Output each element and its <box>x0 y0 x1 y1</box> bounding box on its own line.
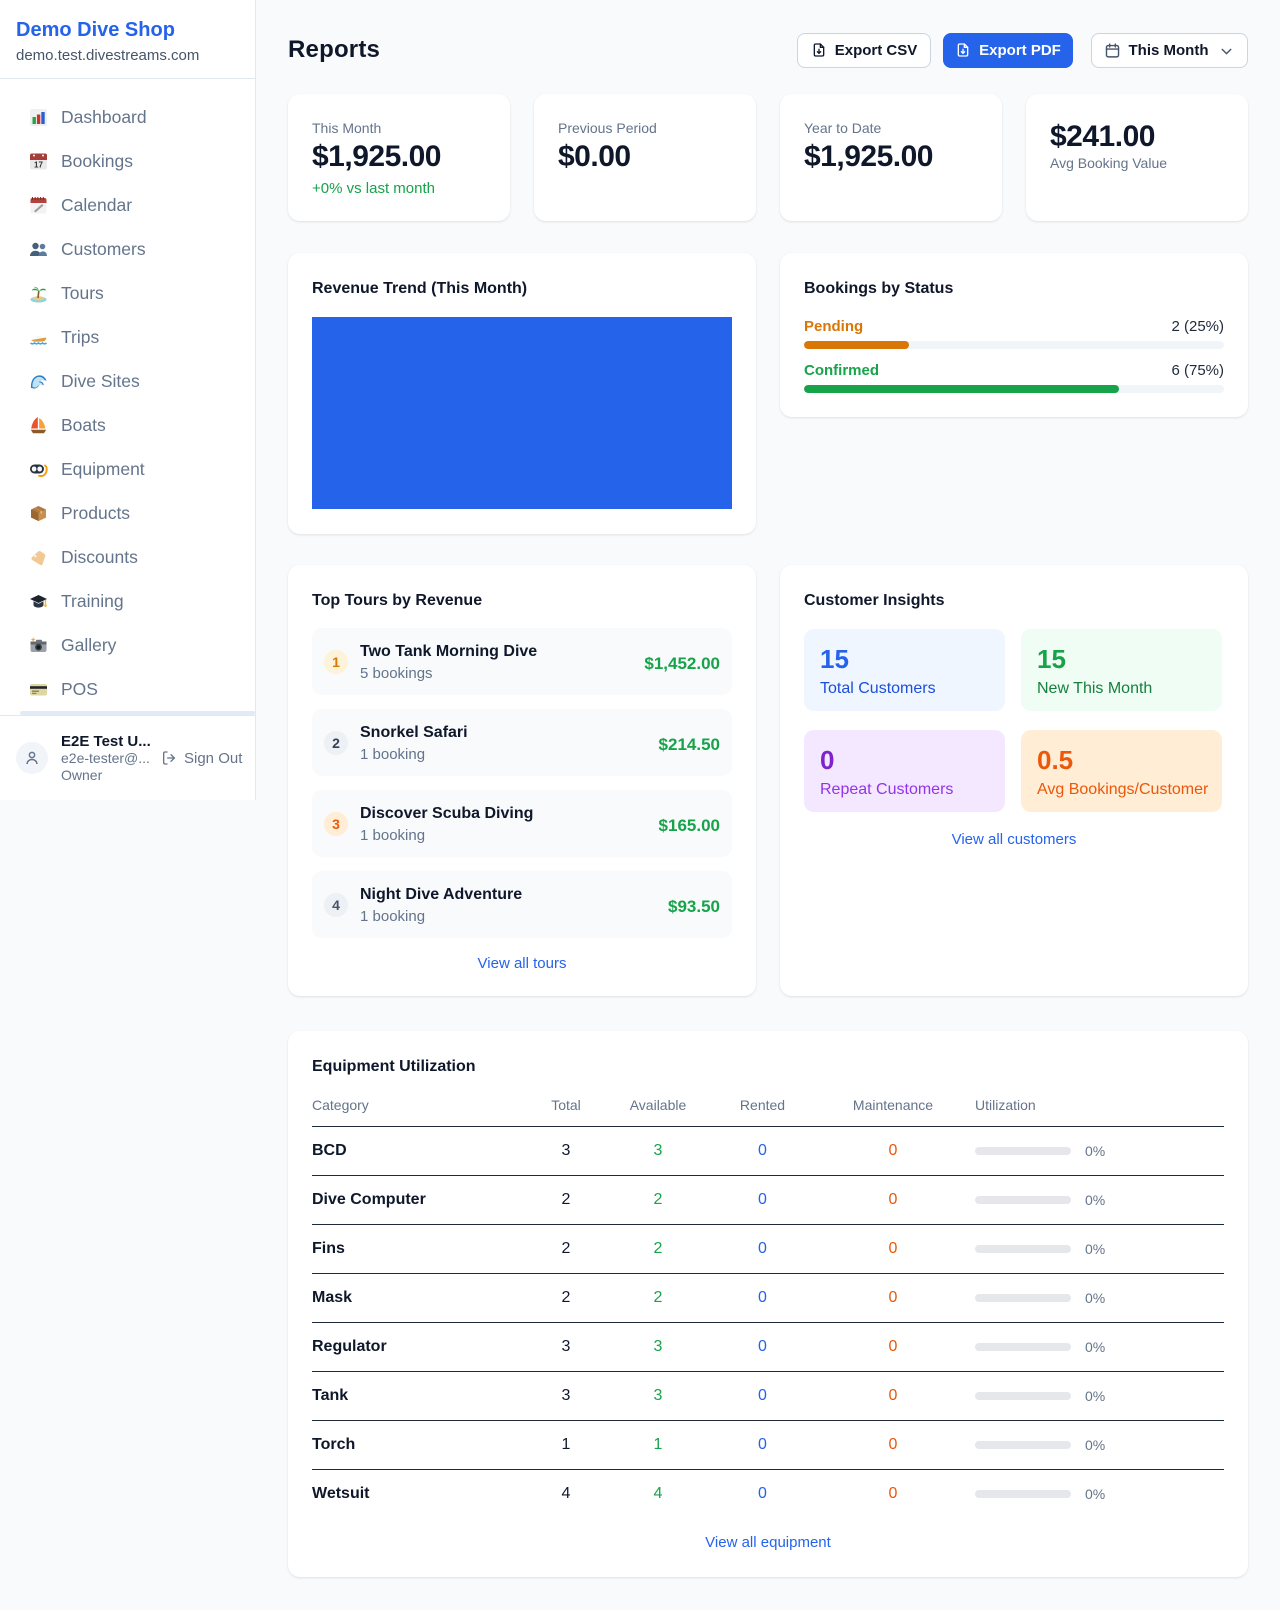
svg-text:17: 17 <box>34 160 43 169</box>
